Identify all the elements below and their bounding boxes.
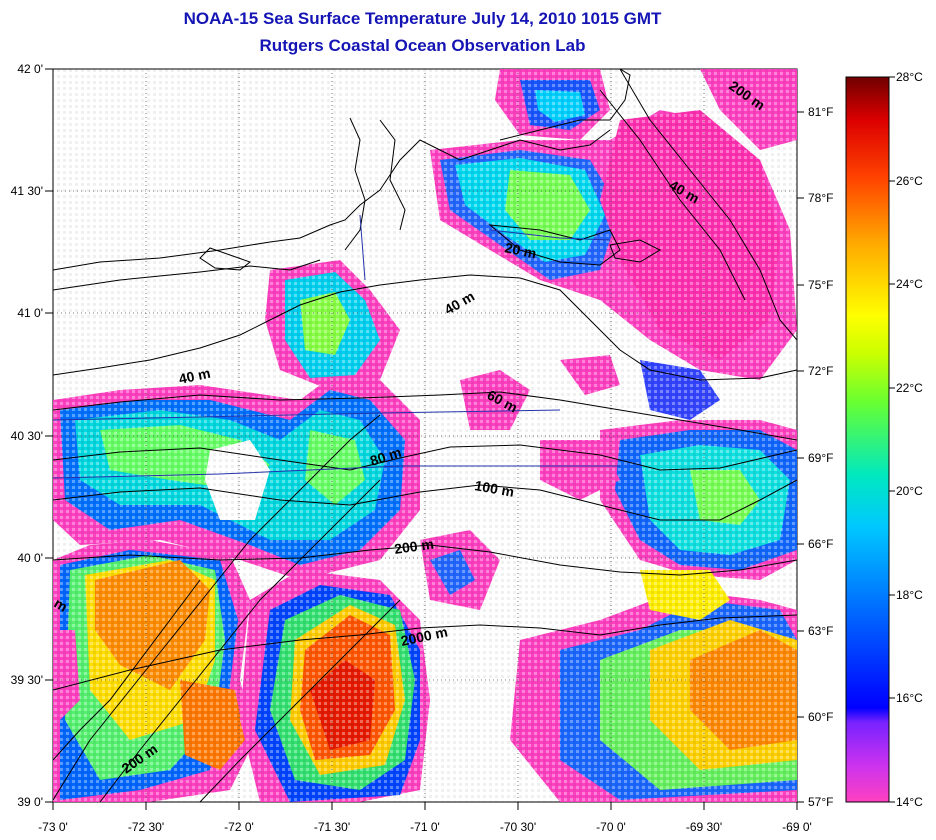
contour-label: 20 m [503,239,538,261]
coastline-li [53,129,611,271]
celsius-label: 16°C [896,691,923,705]
lat-tick-label: 41 30' [11,184,43,198]
fahrenheit-label: 60°F [808,710,833,724]
isobath-40m-ne [619,69,797,341]
celsius-label: 24°C [896,277,923,291]
lat-tick-label: 40 0' [17,551,43,565]
fahrenheit-label: 63°F [808,624,833,638]
colorbar-ticks [889,76,895,803]
lat-tick-label: 40 30' [11,429,43,443]
celsius-label: 28°C [896,70,923,84]
isobath-slope-4 [53,579,201,761]
fahrenheit-ticks [797,111,804,803]
lat-tick-label: 39 0' [17,795,43,809]
celsius-labels: 28°C 26°C 24°C 22°C 20°C 18°C 16°C 14°C [896,70,923,809]
coastline-islands [488,224,621,266]
fahrenheit-label: 57°F [808,795,833,809]
lon-tick-label: -69 30' [686,820,722,834]
isobath-60m [53,391,797,441]
isobath-80m [53,444,797,471]
fahrenheit-scale: 81°F 78°F 75°F 72°F 69°F 66°F 63°F 60°F … [797,105,833,809]
fahrenheit-label: 72°F [808,364,833,378]
isobath-slope-3 [199,599,401,802]
contour-layer [53,69,797,802]
fahrenheit-label: 69°F [808,451,833,465]
contour-label: 40 m [177,365,212,387]
coastline-narr [344,117,366,251]
lon-tick-label: -69 0' [782,820,812,834]
map-title: NOAA-15 Sea Surface Temperature July 14,… [183,9,662,28]
ship-track-1 [53,409,561,421]
coastline-nantucket [609,239,662,263]
lat-tick-label: 39 30' [11,673,43,687]
lat-tick-label: 42 0' [17,62,43,76]
fahrenheit-label: 81°F [808,105,833,119]
colorbar [845,76,890,803]
lon-tick-label: -71 0' [410,820,440,834]
celsius-label: 26°C [896,174,923,188]
celsius-label: 14°C [896,795,923,809]
celsius-label: 20°C [896,484,923,498]
contour-label: 200 m [393,536,435,557]
celsius-label: 18°C [896,588,923,602]
lat-labels: 39 0' 39 30' 40 0' 40 30' 41 0' 41 30' 4… [11,62,43,809]
sst-data-layer [53,69,797,802]
lon-tick-label: -72 30' [128,820,164,834]
axis-ticks [45,68,798,810]
lon-tick-label: -70 30' [500,820,536,834]
fahrenheit-label: 66°F [808,537,833,551]
coastline-capecod [499,69,631,141]
isobath-2000m [53,614,797,691]
celsius-label: 22°C [896,381,923,395]
sst-texture [53,69,797,802]
fahrenheit-label: 75°F [808,278,833,292]
isobath-40m-north [53,274,797,381]
lon-tick-label: -70 0' [596,820,626,834]
map-subtitle: Rutgers Coastal Ocean Observation Lab [259,36,586,55]
ship-track-2 [53,465,620,479]
fahrenheit-label: 78°F [808,191,833,205]
isobath-200m [53,544,797,576]
coastline-bay [379,119,406,231]
ship-track-3 [359,214,366,281]
isobath-100m [53,479,797,521]
isobath-slope-1 [53,414,381,801]
isobath-slope-2 [99,479,381,802]
contour-label: 100 m [473,477,515,500]
lon-tick-label: -73 0' [38,820,68,834]
coastline-sound [199,247,252,271]
lon-tick-label: -72 0' [224,820,254,834]
lon-tick-label: -71 30' [314,820,350,834]
ship-track-4 [489,229,611,241]
isobath-40m-ne2 [599,89,746,301]
lon-labels: -73 0' -72 30' -72 0' -71 30' -71 0' -70… [38,820,812,834]
lat-tick-label: 41 0' [17,306,43,320]
